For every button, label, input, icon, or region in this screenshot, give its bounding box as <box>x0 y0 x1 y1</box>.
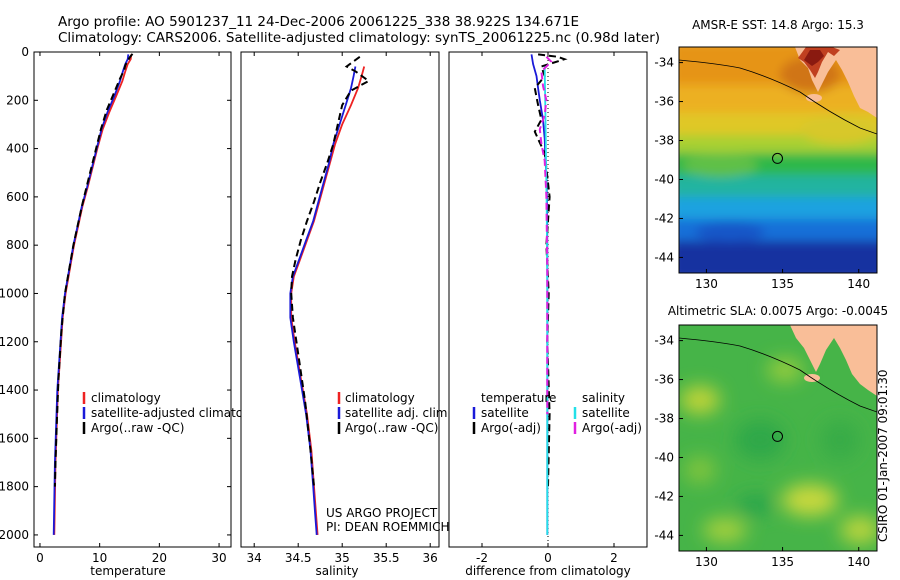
ytick-label: -44 <box>654 528 674 542</box>
legend-temperature-title: temperature <box>481 391 556 405</box>
annotation-project: US ARGO PROJECT <box>326 506 438 520</box>
salinity-ticks: 34 34.5 35 35.5 36 <box>247 52 438 565</box>
sst-map-title: AMSR-E SST: 14.8 Argo: 15.3 <box>692 18 864 32</box>
ytick-label: 1600 <box>0 431 29 445</box>
panel-sla-map: Altimetric SLA: 0.0075 Argo: -0.0045 130… <box>654 304 888 569</box>
ytick-label: -42 <box>654 211 674 225</box>
legend-sal-satellite: satellite <box>582 406 630 420</box>
series-salinity-argo <box>538 56 553 415</box>
ytick-label: -38 <box>654 412 674 426</box>
legend-satellite: satellite adj. clim. <box>345 406 451 420</box>
sst-map-ticks: 130 135 140 -34 -36 -38 -40 -42 -44 <box>654 56 870 291</box>
header-line-2: Climatology: CARS2006. Satellite-adjuste… <box>58 30 661 46</box>
ytick-label: 2000 <box>0 528 29 542</box>
temperature-xlabel: temperature <box>90 564 165 578</box>
xtick-label: 10 <box>92 551 107 565</box>
temperature-legend: climatology satellite-adjusted climatolo… <box>82 391 254 435</box>
xtick-label: 0 <box>36 551 44 565</box>
ytick-label: -36 <box>654 95 674 109</box>
ytick-label: 400 <box>6 142 29 156</box>
ytick-label: 1800 <box>0 480 29 494</box>
ytick-label: -40 <box>654 450 674 464</box>
ytick-label: -38 <box>654 134 674 148</box>
legend-argo: Argo(..raw -QC) <box>345 421 438 435</box>
temperature-axes <box>33 51 232 548</box>
ytick-label: 1400 <box>0 383 29 397</box>
panel-difference: -2 0 2 difference from climatology tempera… <box>448 51 648 578</box>
ytick-label: -34 <box>654 56 674 70</box>
xtick-label: 36 <box>423 551 438 565</box>
temperature-series <box>52 53 134 535</box>
xtick-label: 34.5 <box>285 551 312 565</box>
legend-climatology: climatology <box>345 391 415 405</box>
xtick-label: 130 <box>695 277 718 291</box>
sst-field <box>679 47 877 273</box>
series-argo <box>290 55 371 487</box>
difference-legend: temperature satellite Argo(-adj) salinit… <box>472 391 642 435</box>
sla-map-title: Altimetric SLA: 0.0075 Argo: -0.0045 <box>668 304 888 318</box>
panel-salinity: 34 34.5 35 35.5 36 salinity climatology sate… <box>240 51 451 578</box>
ytick-label: 200 <box>6 93 29 107</box>
xtick-label: 35 <box>335 551 350 565</box>
ytick-label: 1000 <box>0 286 29 300</box>
legend-salinity-title: salinity <box>582 391 625 405</box>
panel-sst-map: AMSR-E SST: 14.8 Argo: 15.3 <box>654 18 878 291</box>
annotation-pi: PI: DEAN ROEMMICH <box>326 520 449 534</box>
sla-argo-marker <box>772 430 783 442</box>
legend-satellite: satellite-adjusted climatolo <box>91 406 254 420</box>
ytick-label: 800 <box>6 238 29 252</box>
legend-argo: Argo(..raw -QC) <box>91 421 184 435</box>
sla-map-axes <box>678 324 878 552</box>
series-satellite <box>289 66 357 535</box>
sla-field <box>679 325 877 551</box>
xtick-label: 140 <box>847 277 870 291</box>
xtick-label: 135 <box>771 555 794 569</box>
xtick-label: 140 <box>847 555 870 569</box>
difference-series <box>530 53 568 535</box>
ytick-label: 0 <box>21 45 29 59</box>
legend-climatology: climatology <box>91 391 161 405</box>
panel-temperature: 0 10 20 30 0 200 400 600 800 1000 1200 1400 1600 1800… <box>0 45 254 578</box>
series-argo <box>53 53 134 487</box>
legend-sal-argo: Argo(-adj) <box>582 421 642 435</box>
xtick-label: -2 <box>476 551 488 565</box>
salinity-axes <box>240 51 440 548</box>
xtick-label: 20 <box>152 551 167 565</box>
ytick-label: -34 <box>654 334 674 348</box>
xtick-label: 130 <box>695 555 718 569</box>
xtick-label: 30 <box>211 551 226 565</box>
xtick-label: 135 <box>771 277 794 291</box>
ytick-label: 1200 <box>0 335 29 349</box>
sla-map-ticks: 130 135 140 -34 -36 -38 -40 -42 -44 <box>654 334 870 569</box>
legend-temp-argo: Argo(-adj) <box>481 421 541 435</box>
difference-ticks: -2 0 2 <box>476 52 618 565</box>
salinity-xlabel: salinity <box>315 564 358 578</box>
xtick-label: 34 <box>247 551 262 565</box>
xtick-label: 35.5 <box>373 551 400 565</box>
sst-map-axes <box>678 46 878 274</box>
difference-xlabel: difference from climatology <box>465 564 631 578</box>
ytick-label: -36 <box>654 373 674 387</box>
ytick-label: -42 <box>654 489 674 503</box>
ytick-label: 600 <box>6 190 29 204</box>
temperature-ticks: 0 10 20 30 0 200 400 600 800 1000 1200 1400 1600 1800… <box>0 45 231 565</box>
salinity-legend: climatology satellite adj. clim. Argo(..… <box>337 391 451 435</box>
sst-argo-marker <box>772 152 783 164</box>
ytick-label: -44 <box>654 250 674 264</box>
xtick-label: 0 <box>544 551 552 565</box>
ytick-label: -40 <box>654 172 674 186</box>
salinity-series <box>289 55 371 535</box>
xtick-label: 2 <box>610 551 618 565</box>
header-line-1: Argo profile: AO 5901237_11 24-Dec-2006 … <box>58 14 580 30</box>
legend-temp-satellite: satellite <box>481 406 529 420</box>
